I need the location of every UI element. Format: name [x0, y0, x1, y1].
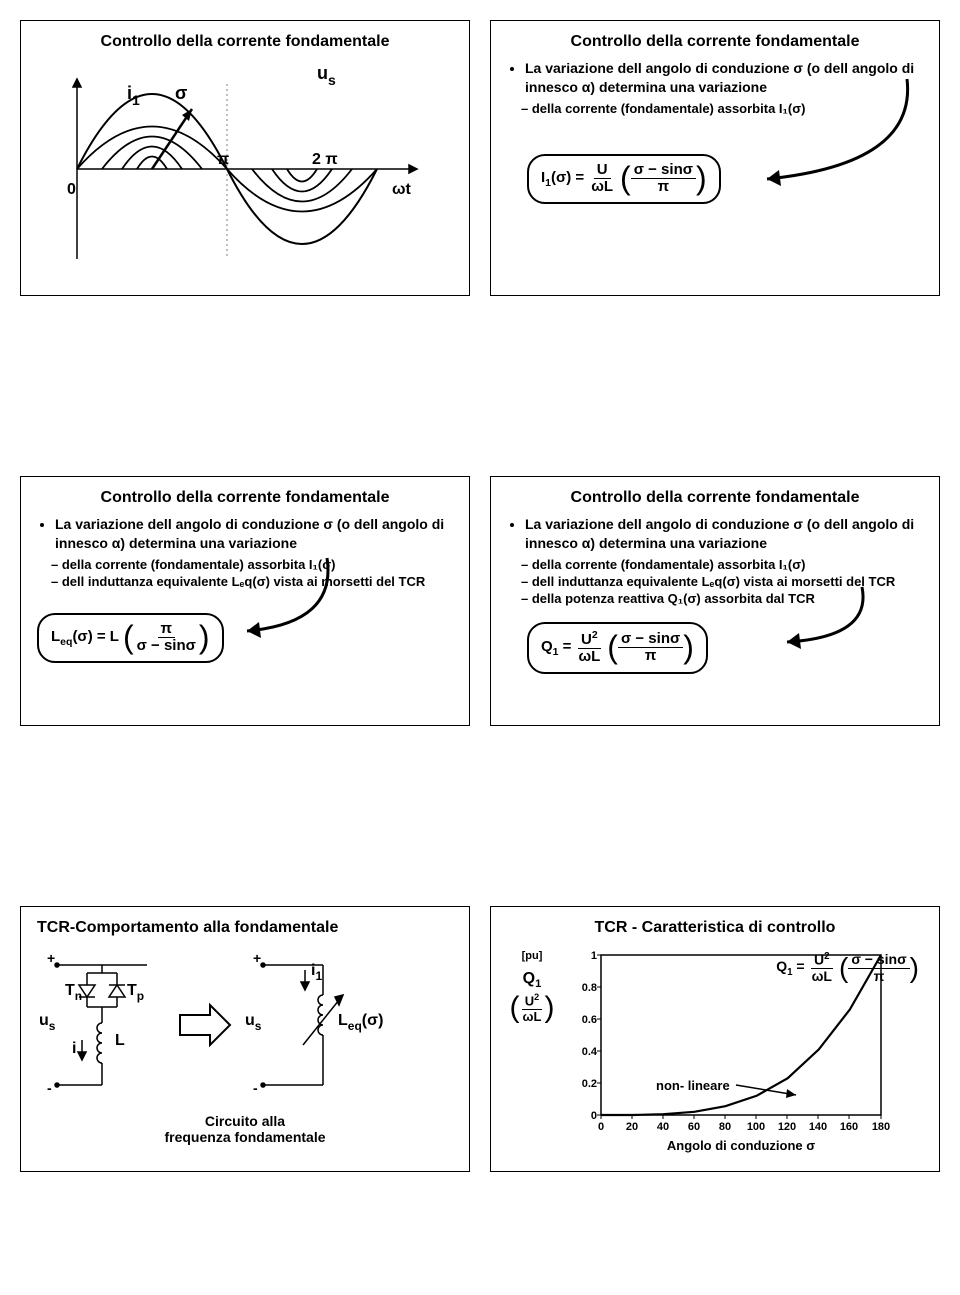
- panel-5-title: TCR-Comportamento alla fondamentale: [37, 919, 453, 937]
- panel-3-bullet-1: La variazione dell angolo di conduzione …: [55, 515, 453, 553]
- svg-text:π: π: [217, 151, 229, 168]
- panel-1: Controllo della corrente fondamentale i1: [20, 20, 470, 296]
- arrow-icon: [737, 74, 917, 204]
- svg-text:σ: σ: [175, 83, 187, 103]
- svg-text:i: i: [72, 1040, 76, 1057]
- arrow-icon: [227, 553, 347, 653]
- svg-text:0: 0: [67, 181, 76, 198]
- svg-text:120: 120: [778, 1121, 796, 1133]
- svg-text:L: L: [115, 1032, 125, 1049]
- svg-text:0.2: 0.2: [582, 1078, 597, 1090]
- panel-4-dash-1: della corrente (fondamentale) assorbita …: [521, 557, 923, 572]
- waveform-chart: i1 σ us π 2 π 0 ωt: [37, 59, 437, 279]
- svg-text:us: us: [317, 63, 336, 88]
- svg-text:i1: i1: [127, 83, 140, 108]
- panel-2: Controllo della corrente fondamentale La…: [490, 20, 940, 296]
- arrow-icon: [767, 582, 877, 662]
- panel-1-title: Controllo della corrente fondamentale: [37, 33, 453, 51]
- svg-text:80: 80: [719, 1121, 731, 1133]
- svg-text:0: 0: [598, 1121, 604, 1133]
- panel-4-formula: Q1 = U2ωL ( σ − sinσπ ): [527, 622, 708, 674]
- svg-text:us: us: [245, 1012, 262, 1033]
- svg-text:0.4: 0.4: [582, 1046, 598, 1058]
- svg-text:180: 180: [872, 1121, 890, 1133]
- svg-text:0.8: 0.8: [582, 982, 597, 994]
- svg-text:+: +: [47, 950, 55, 966]
- panel-3-title: Controllo della corrente fondamentale: [37, 489, 453, 507]
- panel-4-title: Controllo della corrente fondamentale: [507, 489, 923, 507]
- svg-text:non- lineare: non- lineare: [656, 1078, 730, 1093]
- svg-text:1: 1: [591, 950, 597, 962]
- svg-text:ωt: ωt: [392, 181, 412, 198]
- svg-text:20: 20: [626, 1121, 638, 1133]
- implies-arrow-icon: [175, 1000, 235, 1050]
- svg-text:60: 60: [688, 1121, 700, 1133]
- svg-text:0.6: 0.6: [582, 1014, 597, 1026]
- svg-text:+: +: [253, 950, 261, 966]
- panel-3-bullets: La variazione dell angolo di conduzione …: [37, 515, 453, 553]
- svg-text:-: -: [47, 1080, 52, 1096]
- panel-6: TCR - Caratteristica di controllo [pu] Q…: [490, 906, 940, 1172]
- svg-text:-: -: [253, 1080, 258, 1096]
- pu-label: [pu]: [522, 950, 543, 962]
- panel-6-title: TCR - Caratteristica di controllo: [507, 919, 923, 937]
- panel-4-bullet-1: La variazione dell angolo di conduzione …: [525, 515, 923, 553]
- svg-text:Angolo di conduzione σ: Angolo di conduzione σ: [667, 1138, 815, 1153]
- panel-5-caption: Circuito alla frequenza fondamentale: [37, 1113, 453, 1145]
- svg-text:Tp: Tp: [127, 982, 144, 1003]
- panel-5: TCR-Comportamento alla fondamentale: [20, 906, 470, 1172]
- panel-3-formula: Leq(σ) = L ( πσ − sinσ ): [37, 613, 224, 663]
- svg-text:160: 160: [840, 1121, 858, 1133]
- page-grid: Controllo della corrente fondamentale i1: [20, 20, 940, 1172]
- svg-text:0: 0: [591, 1110, 597, 1122]
- panel-4-bullets: La variazione dell angolo di conduzione …: [507, 515, 923, 553]
- circuit-right: + - i1 us Leq(σ): [243, 945, 403, 1105]
- panel-4: Controllo della corrente fondamentale La…: [490, 476, 940, 726]
- circuit-left: + - Tn Tp us i L: [37, 945, 167, 1105]
- svg-text:Leq(σ): Leq(σ): [338, 1012, 383, 1033]
- panel-2-formula: I1(σ) = UωL ( σ − sinσπ ): [527, 154, 721, 204]
- panel-3: Controllo della corrente fondamentale La…: [20, 476, 470, 726]
- svg-text:140: 140: [809, 1121, 827, 1133]
- svg-text:us: us: [39, 1012, 56, 1033]
- panel-2-title: Controllo della corrente fondamentale: [507, 33, 923, 51]
- svg-text:2 π: 2 π: [312, 151, 338, 168]
- svg-text:100: 100: [747, 1121, 765, 1133]
- svg-text:40: 40: [657, 1121, 669, 1133]
